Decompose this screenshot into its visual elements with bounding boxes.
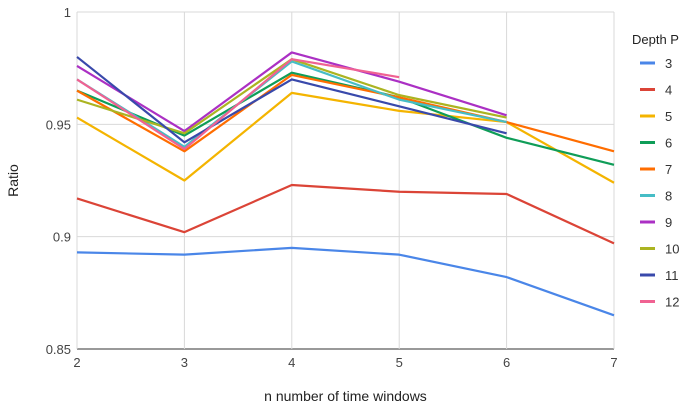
x-tick-label: 2 xyxy=(73,355,80,370)
x-tick-label: 4 xyxy=(288,355,295,370)
series-lines xyxy=(76,51,615,317)
series-line-9 xyxy=(76,51,507,133)
legend-entry-10: 10 xyxy=(665,242,679,257)
series-line-5 xyxy=(76,91,615,184)
gridlines xyxy=(76,11,615,350)
y-tick-label: 0.9 xyxy=(53,230,71,245)
x-tick-label: 3 xyxy=(181,355,188,370)
legend: Depth P 3 4 5 6 7 8 9 10 11 12 xyxy=(632,32,679,310)
series-line-12 xyxy=(76,58,400,151)
axis-ticks: 0.85 0.9 0.95 1 2 3 4 5 6 7 xyxy=(46,5,618,370)
x-tick-label: 5 xyxy=(396,355,403,370)
y-axis-label: Ratio xyxy=(5,164,21,197)
legend-entry-12: 12 xyxy=(665,295,679,310)
legend-title: Depth P xyxy=(632,32,679,47)
y-tick-label: 1 xyxy=(64,5,71,20)
legend-entry-7: 7 xyxy=(665,162,672,177)
y-tick-label: 0.85 xyxy=(46,342,71,357)
series-line-4 xyxy=(76,183,615,245)
x-axis-label: n number of time windows xyxy=(264,388,427,404)
legend-entry-6: 6 xyxy=(665,136,672,151)
legend-entry-8: 8 xyxy=(665,189,672,204)
series-line-8 xyxy=(76,60,507,148)
x-tick-label: 6 xyxy=(503,355,510,370)
series-line-3 xyxy=(76,246,615,317)
legend-entry-3: 3 xyxy=(665,56,672,71)
series-line-11 xyxy=(76,56,507,144)
x-tick-label: 7 xyxy=(610,355,617,370)
legend-entry-9: 9 xyxy=(665,215,672,230)
legend-entry-11: 11 xyxy=(665,268,679,283)
series-line-7 xyxy=(76,73,615,153)
legend-entry-5: 5 xyxy=(665,109,672,124)
y-tick-label: 0.95 xyxy=(46,117,71,132)
legend-entry-4: 4 xyxy=(665,83,672,98)
